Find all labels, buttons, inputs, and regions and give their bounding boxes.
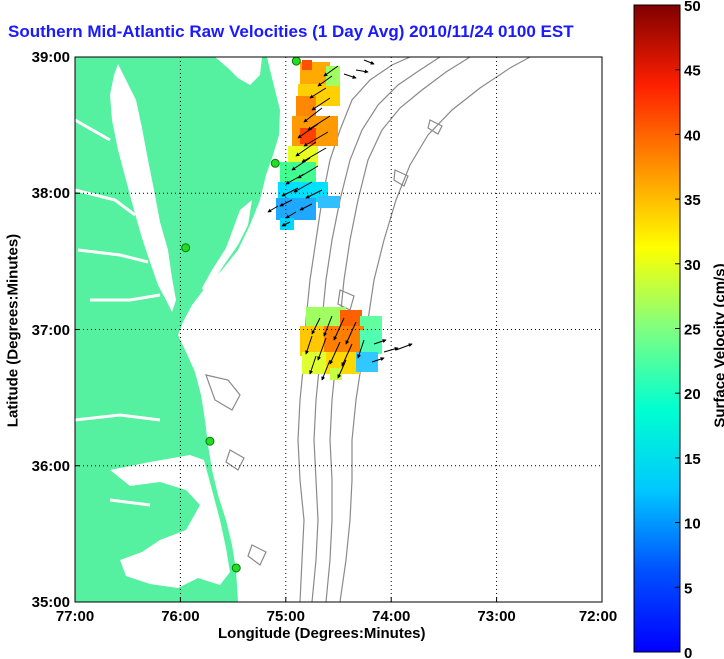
radar-stations — [181, 57, 301, 573]
x-tick-label: 75:00 — [267, 608, 305, 625]
y-axis-label: Latitude (Degrees:Minutes) — [4, 233, 22, 428]
colorbar-tick-label: 35 — [684, 192, 701, 209]
colorbar-label: Surface Velocity (cm/s) — [711, 263, 724, 428]
x-tick-label: 74:00 — [372, 608, 410, 625]
colorbar-tick-labels: 50 45 40 35 30 25 20 15 10 5 0 — [684, 0, 701, 659]
colorbar-tick-label: 15 — [684, 451, 701, 468]
y-tick-label: 35:00 — [32, 594, 70, 611]
colorbar-tick-label: 45 — [684, 63, 701, 80]
rivers — [75, 118, 161, 507]
colorbar-tick-label: 40 — [684, 127, 701, 144]
velocity-vectors-north — [267, 59, 375, 227]
colorbar-tick-label: 50 — [684, 0, 701, 15]
chesapeake-bay — [110, 64, 176, 312]
y-tick-label: 39:00 — [32, 49, 70, 66]
velocity-patch-north — [276, 60, 340, 230]
colorbar-ticks — [675, 4, 680, 588]
colorbar-tick-label: 30 — [684, 257, 701, 274]
colorbar — [633, 4, 681, 653]
radar-station-marker — [231, 563, 241, 573]
colorbar-tick-label: 25 — [684, 322, 701, 339]
x-axis-label: Longitude (Degrees:Minutes) — [218, 625, 426, 642]
radar-station-marker — [291, 57, 301, 66]
colorbar-tick-label: 20 — [684, 386, 701, 403]
colorbar-tick-label: 5 — [684, 580, 692, 597]
y-tick-labels: 39:00 38:00 37:00 36:00 35:00 — [32, 49, 70, 611]
x-tick-label: 73:00 — [477, 608, 515, 625]
x-tick-label: 77:00 — [56, 608, 94, 625]
radar-station-marker — [270, 158, 280, 168]
x-tick-label: 72:00 — [579, 608, 617, 625]
colorbar-tick-label: 0 — [684, 645, 692, 659]
velocity-vectors-south — [305, 315, 413, 381]
velocity-patch-south — [300, 307, 382, 380]
delaware-bay — [215, 57, 262, 85]
x-tick-labels: 77:00 76:00 75:00 74:00 73:00 72:00 — [56, 608, 617, 625]
radar-station-marker — [205, 436, 215, 446]
y-tick-label: 37:00 — [32, 322, 70, 339]
y-tick-label: 36:00 — [32, 458, 70, 475]
x-tick-label: 76:00 — [161, 608, 199, 625]
land-mass — [75, 57, 280, 602]
eastern-shore-lagoon — [202, 200, 252, 296]
chart-title: Southern Mid-Atlantic Raw Velocities (1 … — [8, 22, 574, 41]
grid-lines — [75, 57, 602, 602]
pamlico-sound — [110, 455, 230, 588]
radar-station-marker — [181, 243, 191, 253]
colorbar-tick-label: 10 — [684, 516, 701, 533]
axis-ticks — [74, 56, 498, 602]
y-tick-label: 38:00 — [32, 185, 70, 202]
